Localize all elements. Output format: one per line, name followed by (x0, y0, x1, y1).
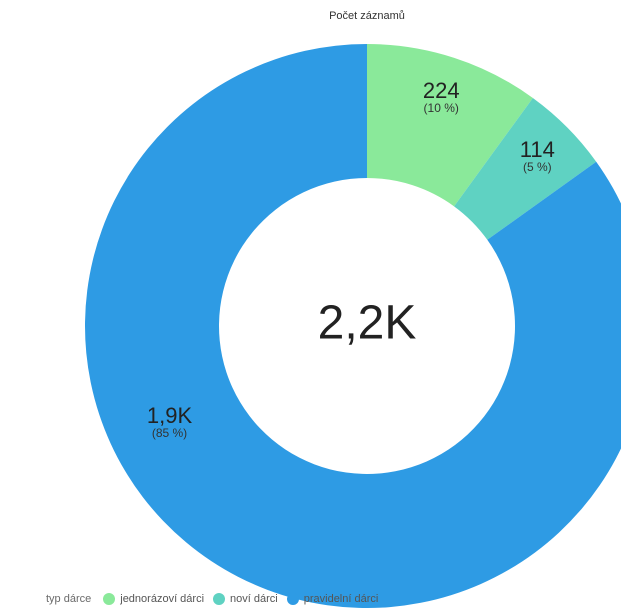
legend-item-jednorazovi[interactable]: jednorázoví dárci (103, 593, 204, 605)
legend-label: jednorázoví dárci (120, 593, 205, 605)
slice-group (85, 44, 621, 608)
legend-item-novi[interactable]: noví dárci (213, 593, 278, 605)
data-label-percent: (10 %) (424, 101, 459, 115)
slice-novi[interactable] (454, 97, 597, 240)
slice-pravidelni[interactable] (85, 44, 621, 608)
data-label-percent: (5 %) (523, 160, 552, 174)
legend-swatch (103, 593, 116, 605)
legend-item-pravidelni[interactable]: pravidelní dárci (286, 593, 379, 605)
legend-swatch (213, 593, 226, 605)
legend: typ dárce jednorázoví dárci noví dárci p… (46, 591, 387, 607)
legend-label: pravidelní dárci (303, 593, 379, 605)
slice-jednorazovi[interactable] (367, 44, 533, 207)
data-label-value: 114 (520, 137, 555, 162)
center-total-label: 2,2K (318, 297, 417, 350)
legend-title: typ dárce (46, 593, 92, 605)
data-label-value: 224 (423, 78, 460, 103)
chart-title: Počet záznamů (329, 10, 405, 22)
data-label-group: 224(10 %) 114(5 %) 1,9K(85 %) (147, 78, 555, 440)
data-label-value: 1,9K (147, 403, 193, 428)
legend-label: noví dárci (230, 593, 278, 605)
data-label-percent: (85 %) (152, 426, 187, 440)
legend-swatch (286, 593, 299, 605)
